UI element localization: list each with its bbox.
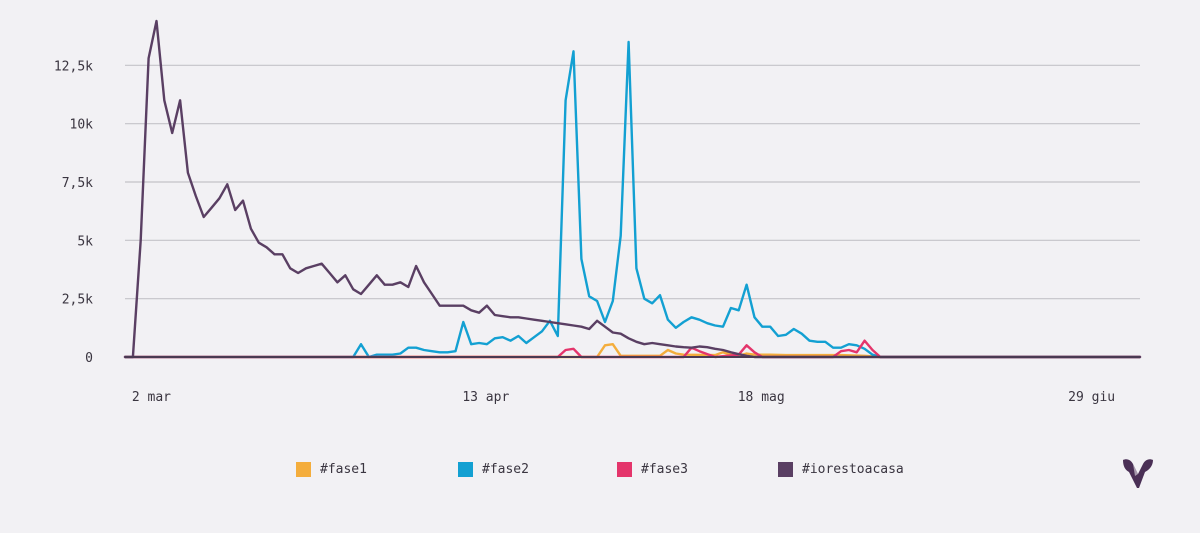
x-axis: 2 mar 13 apr 18 mag 29 giu bbox=[132, 390, 1115, 405]
series-line-fase1 bbox=[123, 343, 1142, 359]
y-tick-label: 5k bbox=[77, 234, 93, 249]
series-lines bbox=[123, 19, 1142, 359]
legend-label-fase2: #fase2 bbox=[482, 462, 529, 477]
y-tick-label: 7,5k bbox=[62, 176, 93, 191]
series-line-fase2 bbox=[123, 40, 1142, 359]
legend-item-fase2[interactable]: #fase2 bbox=[458, 462, 529, 477]
y-tick-label: 12,5k bbox=[54, 59, 93, 74]
legend-label-iorestoacasa: #iorestoacasa bbox=[802, 462, 904, 477]
legend-swatch-fase2 bbox=[458, 462, 473, 477]
legend-label-fase1: #fase1 bbox=[320, 462, 367, 477]
y-tick-label: 10k bbox=[70, 118, 94, 133]
y-tick-label: 0 bbox=[85, 351, 93, 366]
series-line-iorestoacasa bbox=[123, 19, 1142, 359]
legend-swatch-fase3 bbox=[617, 462, 632, 477]
x-tick-label: 18 mag bbox=[738, 390, 785, 405]
legend-item-fase3[interactable]: #fase3 bbox=[617, 462, 688, 477]
legend-item-iorestoacasa[interactable]: #iorestoacasa bbox=[778, 462, 904, 477]
x-tick-label: 13 apr bbox=[462, 390, 509, 405]
x-tick-label: 29 giu bbox=[1068, 390, 1115, 405]
x-tick-label: 2 mar bbox=[132, 390, 171, 405]
legend-item-fase1[interactable]: #fase1 bbox=[296, 462, 367, 477]
legend: #fase1 #fase2 #fase3 #iorestoacasa bbox=[0, 462, 1200, 484]
legend-swatch-iorestoacasa bbox=[778, 462, 793, 477]
legend-swatch-fase1 bbox=[296, 462, 311, 477]
brand-logo-icon bbox=[1123, 459, 1153, 488]
series-line-fase3 bbox=[123, 339, 1142, 359]
legend-label-fase3: #fase3 bbox=[641, 462, 688, 477]
y-axis: 0 2,5k 5k 7,5k 10k 12,5k bbox=[54, 59, 93, 366]
y-tick-label: 2,5k bbox=[62, 293, 93, 308]
